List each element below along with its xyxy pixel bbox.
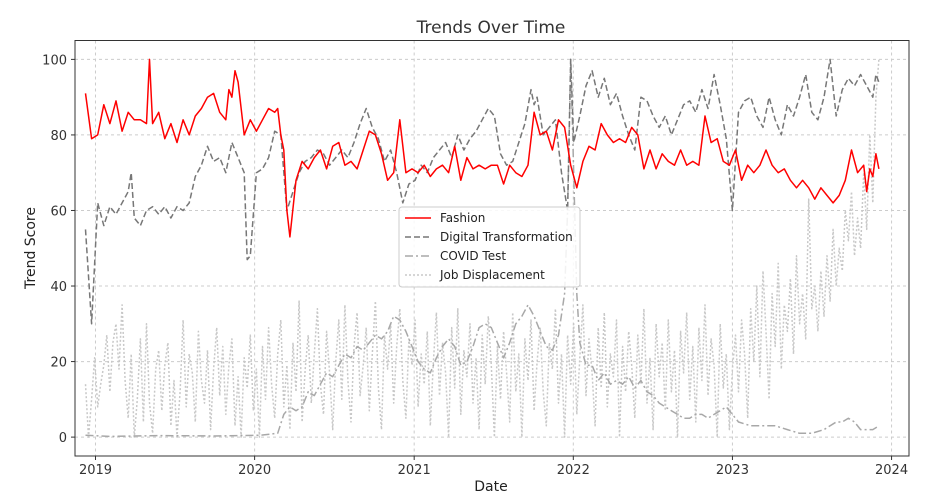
plot-frame [74, 40, 910, 457]
y-tick-label: 0 [59, 431, 67, 446]
x-tick-label: 2019 [79, 463, 112, 478]
y-tick-label: 100 [42, 53, 67, 68]
x-tick-label: 2024 [875, 463, 908, 478]
y-tick-label: 40 [50, 280, 67, 295]
legend-label: COVID Test [440, 249, 506, 263]
x-tick-label: 2022 [557, 463, 590, 478]
x-tick-label: 2021 [398, 463, 431, 478]
series-line-covid-test [85, 58, 880, 438]
axis-ticks: 0 20 40 60 80 100 2019 2020 2021 2022 2023 2024 [42, 53, 908, 478]
series-line-digital-transformation [84, 58, 880, 325]
x-tick-label: 2023 [716, 463, 749, 478]
y-tick-label: 60 [50, 204, 67, 219]
y-tick-label: 20 [50, 356, 67, 371]
y-tick-label: 80 [50, 129, 67, 144]
series-layer [84, 58, 880, 438]
legend-box [398, 206, 581, 288]
legend-label: Digital Transformation [440, 230, 573, 244]
legend-label: Job Displacement [439, 268, 545, 282]
series-line-job-displacement [84, 59, 880, 438]
x-tick-label: 2020 [238, 463, 271, 478]
chart-title: Trends Over Time [416, 18, 566, 38]
x-axis-label: Date [474, 479, 507, 495]
y-axis-label: Trend Score [23, 207, 39, 290]
legend-label: Fashion [440, 211, 485, 225]
series-line-fashion [84, 58, 880, 238]
legend: Fashion Digital Transformation COVID Test J… [398, 206, 581, 288]
